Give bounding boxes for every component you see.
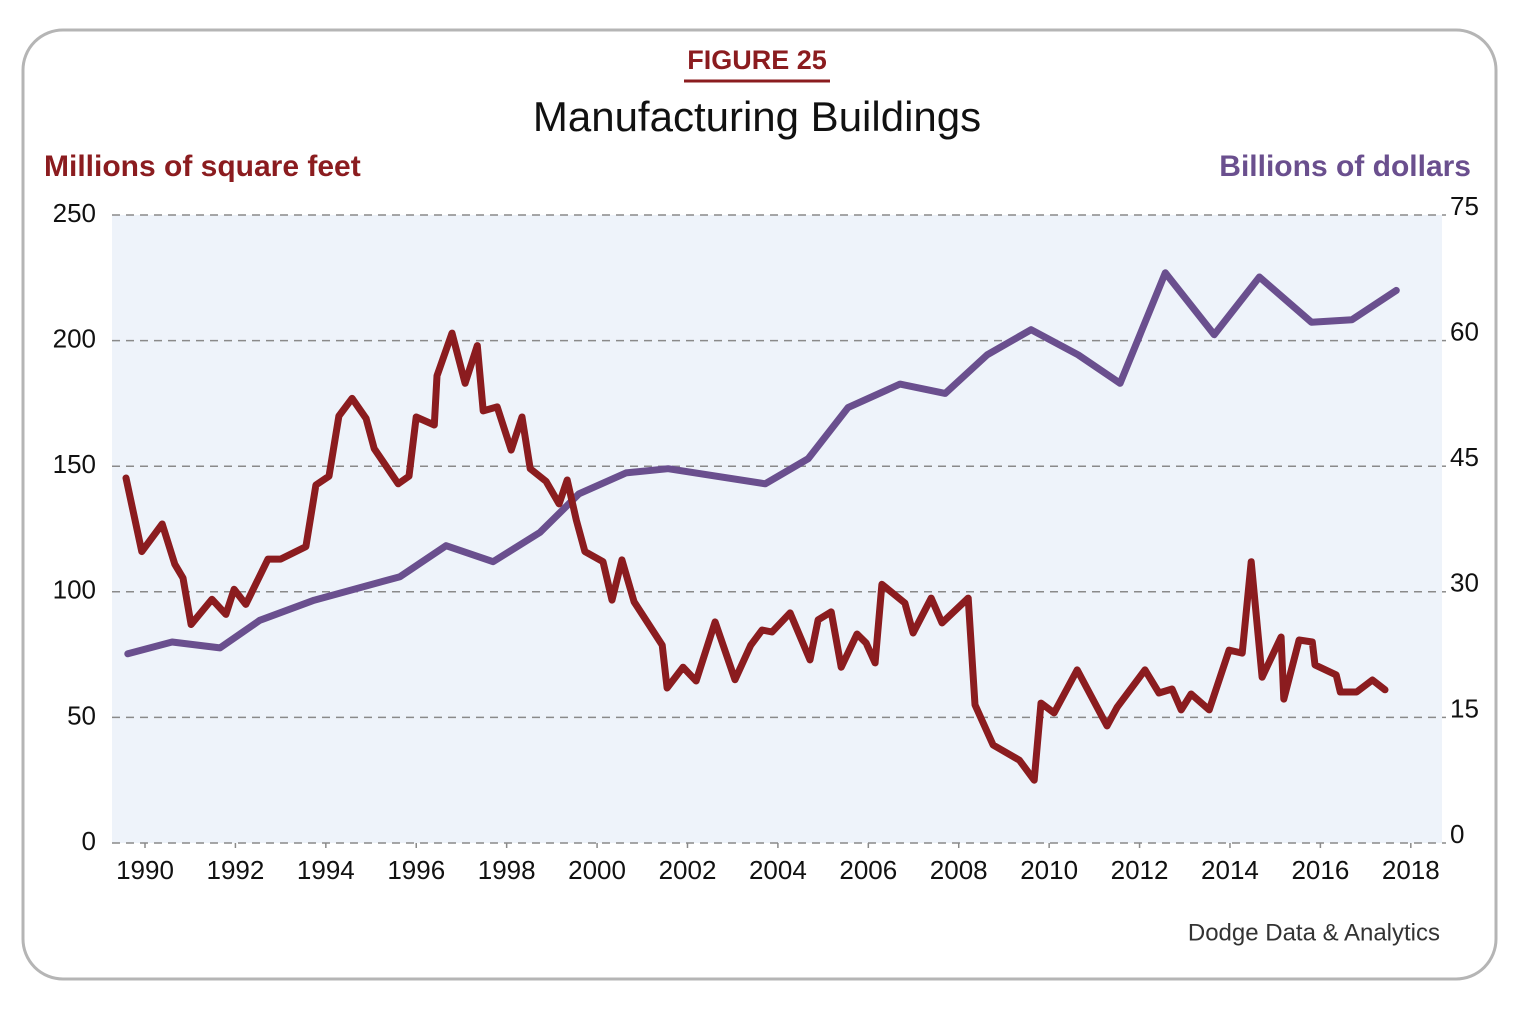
x-tick-label: 2012 [1111, 855, 1169, 885]
x-tick-label: 2004 [749, 855, 807, 885]
x-tick-label: 1998 [478, 855, 536, 885]
x-tick-label: 2018 [1382, 855, 1440, 885]
source: Dodge Data & Analytics [1188, 919, 1440, 946]
y-tick-label: 100 [53, 575, 96, 605]
y-tick-label: 50 [67, 700, 96, 730]
x-tick-label: 1996 [387, 855, 445, 885]
chart-title: Manufacturing Buildings [533, 93, 981, 140]
x-tick-label: 2016 [1291, 855, 1349, 885]
x-tick-label: 2000 [568, 855, 626, 885]
plot-area [112, 215, 1442, 843]
y-tick-label: 200 [53, 323, 96, 353]
y2-tick-label: 30 [1450, 568, 1479, 598]
x-tick-label: 2008 [930, 855, 988, 885]
y2-tick-label: 45 [1450, 442, 1479, 472]
y2-tick-label: 75 [1450, 191, 1479, 221]
x-tick-label: 2002 [659, 855, 717, 885]
y2-tick-label: 0 [1450, 819, 1464, 849]
y-tick-label: 250 [53, 198, 96, 228]
line-series [122, 329, 1389, 784]
x-tick-label: 2010 [1020, 855, 1078, 885]
line-series [124, 269, 1400, 658]
figure-label: FIGURE 25 [687, 45, 827, 75]
x-tick-label: 2006 [839, 855, 897, 885]
x-tick-label: 1992 [206, 855, 264, 885]
y2-tick-label: 15 [1450, 693, 1479, 723]
y-tick-label: 0 [82, 826, 96, 856]
x-tick-label: 1990 [116, 855, 174, 885]
y-axis-label: Millions of square feet [44, 150, 361, 183]
y2-axis-label: Billions of dollars [1219, 150, 1471, 183]
x-tick-label: 2014 [1201, 855, 1259, 885]
y-tick-label: 150 [53, 449, 96, 479]
x-tick-label: 1994 [297, 855, 355, 885]
y2-tick-label: 60 [1450, 316, 1479, 346]
